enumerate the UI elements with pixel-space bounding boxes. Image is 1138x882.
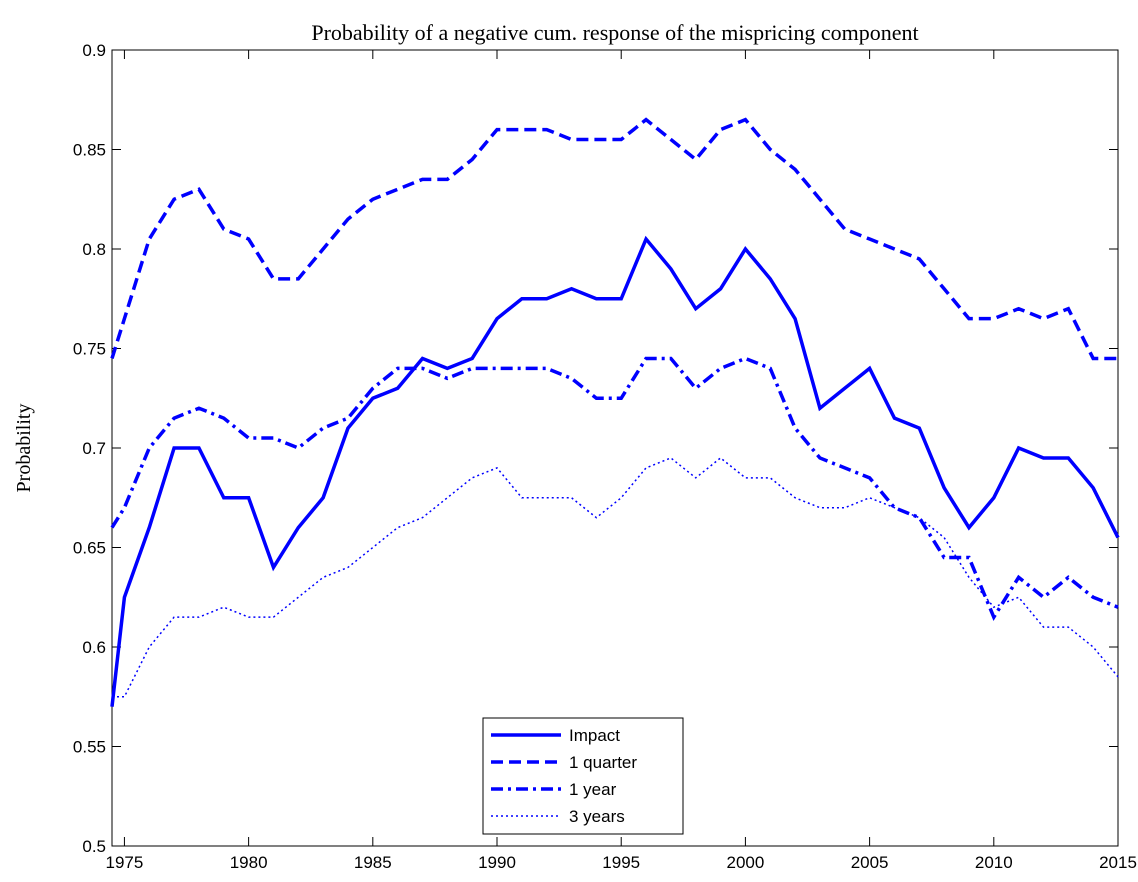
y-tick-label: 0.85 <box>73 141 106 160</box>
legend-label: 3 years <box>569 807 625 826</box>
x-tick-label: 1995 <box>602 853 640 872</box>
y-tick-label: 0.6 <box>82 638 106 657</box>
legend-label: 1 year <box>569 780 617 799</box>
x-tick-label: 1975 <box>106 853 144 872</box>
series-line <box>110 117 1118 361</box>
y-tick-label: 0.9 <box>82 41 106 60</box>
legend-box <box>482 717 684 835</box>
chart-title: Probability of a negative cum. response … <box>311 20 918 45</box>
x-tick-label: 2010 <box>975 853 1013 872</box>
x-tick-label: 1980 <box>230 853 268 872</box>
y-tick-label: 0.55 <box>73 738 106 757</box>
series-line <box>110 235 1120 707</box>
y-tick-label: 0.5 <box>82 837 106 856</box>
x-tick-label: 2005 <box>851 853 889 872</box>
y-tick-label: 0.65 <box>73 539 106 558</box>
y-tick-label: 0.7 <box>82 439 106 458</box>
legend-label: Impact <box>569 726 620 745</box>
x-tick-label: 2015 <box>1099 853 1137 872</box>
series-line <box>110 356 1119 621</box>
x-tick-label: 1990 <box>478 853 516 872</box>
series-line <box>112 456 1119 698</box>
x-tick-label: 2000 <box>726 853 764 872</box>
x-tick-label: 1985 <box>354 853 392 872</box>
y-axis-label: Probability <box>13 404 35 493</box>
y-tick-label: 0.8 <box>82 240 106 259</box>
plot-area <box>111 49 1119 847</box>
y-tick-label: 0.75 <box>73 340 106 359</box>
legend-label: 1 quarter <box>569 753 637 772</box>
